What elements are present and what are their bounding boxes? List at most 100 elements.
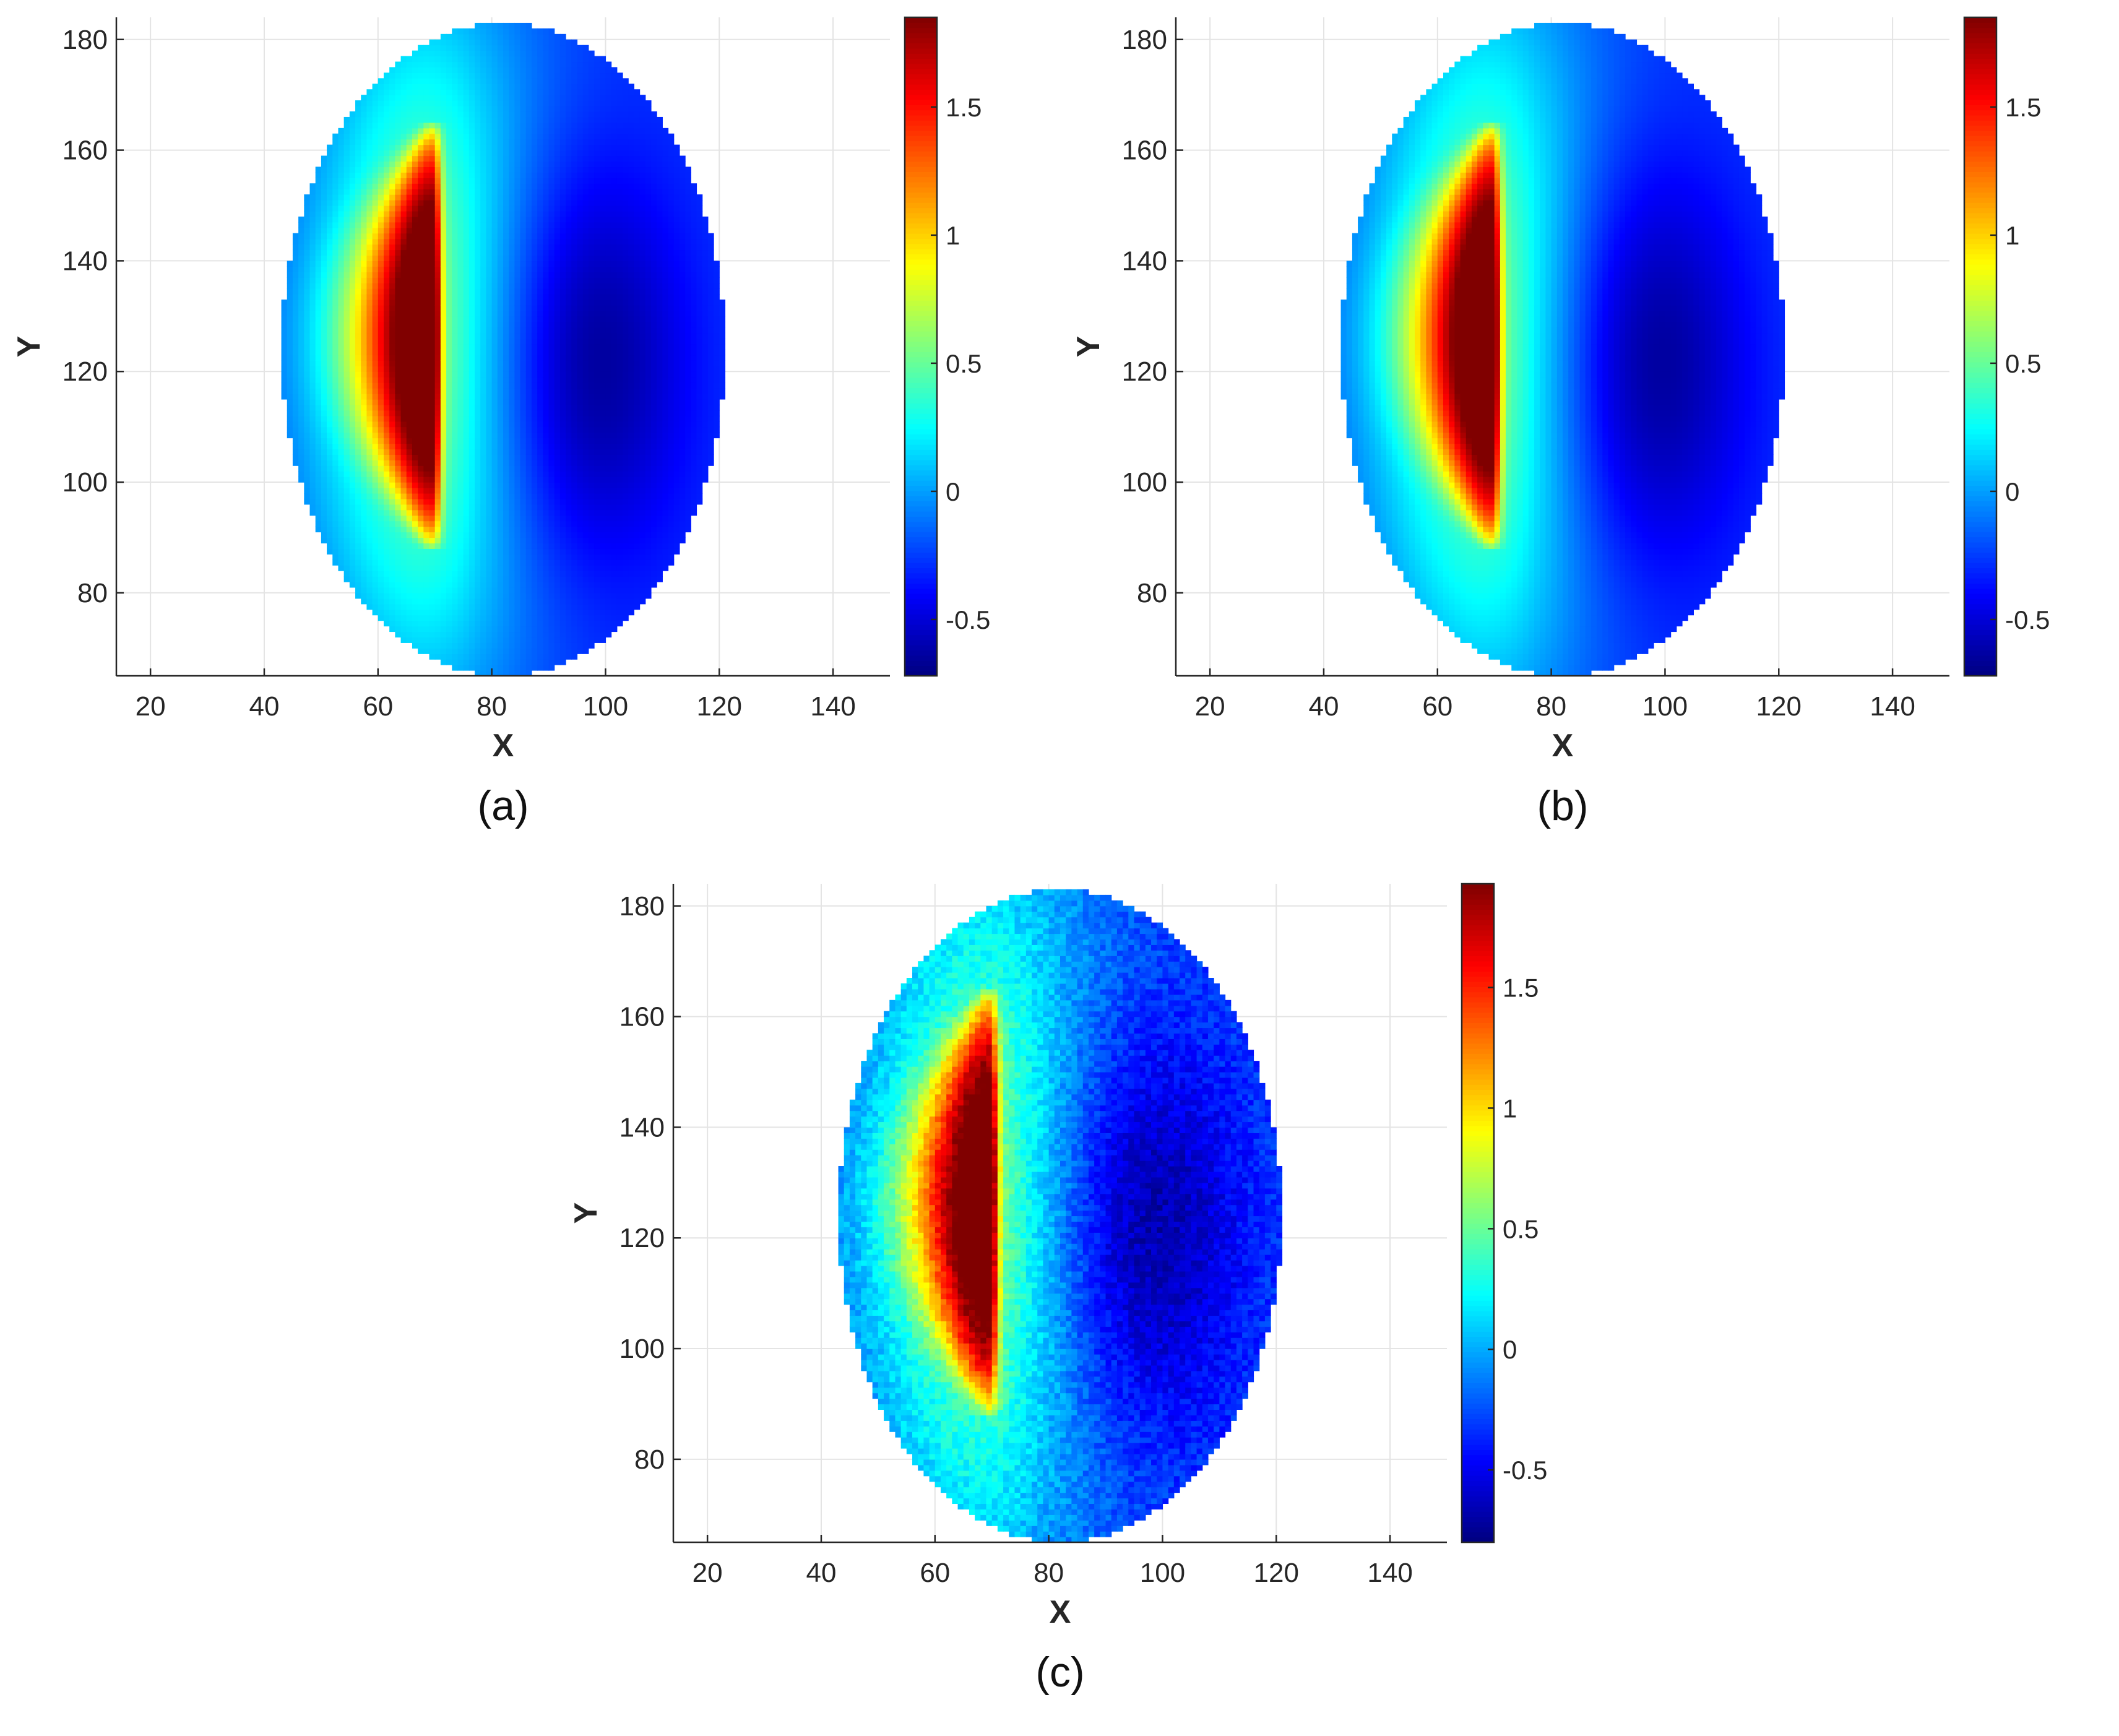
heatmap-cell — [378, 465, 384, 472]
heatmap-cell — [361, 288, 367, 295]
heatmap-cell — [412, 565, 418, 571]
heatmap-cell — [401, 582, 407, 588]
heatmap-cell — [441, 416, 447, 422]
heatmap-cell — [327, 516, 333, 522]
heatmap-cell — [304, 465, 310, 472]
heatmap-cell — [282, 366, 288, 372]
heatmap-cell — [503, 233, 509, 240]
heatmap-cell — [395, 438, 401, 444]
heatmap-cell — [469, 339, 475, 345]
heatmap-cell — [509, 183, 515, 189]
heatmap-cell — [469, 200, 475, 206]
heatmap-cell — [555, 593, 561, 599]
heatmap-cell — [429, 189, 436, 195]
heatmap-cell — [446, 410, 452, 417]
heatmap-cell — [332, 228, 339, 234]
heatmap-cell — [526, 189, 532, 195]
heatmap-cell — [338, 559, 344, 566]
heatmap-cell — [452, 78, 458, 84]
heatmap-cell — [464, 194, 470, 201]
heatmap-cell — [338, 516, 344, 522]
heatmap-cell — [401, 145, 407, 151]
heatmap-cell — [509, 200, 515, 206]
heatmap-cell — [486, 659, 492, 665]
heatmap-cell — [350, 244, 356, 251]
heatmap-cell — [549, 111, 555, 118]
heatmap-cell — [509, 493, 515, 499]
heatmap-cell — [549, 382, 555, 389]
heatmap-cell — [293, 250, 299, 256]
heatmap-cell — [452, 288, 458, 295]
heatmap-cell — [514, 460, 520, 466]
heatmap-cell — [423, 134, 429, 140]
heatmap-cell — [293, 294, 299, 300]
heatmap-cell — [412, 554, 418, 560]
heatmap-cell — [332, 521, 339, 527]
heatmap-cell — [520, 145, 527, 151]
heatmap-cell — [543, 205, 549, 212]
heatmap-cell — [384, 587, 390, 594]
heatmap-cell — [361, 244, 367, 251]
heatmap-cell — [566, 582, 572, 588]
heatmap-cell — [418, 255, 424, 261]
heatmap-cell — [350, 239, 356, 245]
heatmap-cell — [520, 504, 527, 511]
heatmap-cell — [384, 333, 390, 339]
heatmap-cell — [464, 322, 470, 328]
heatmap-cell — [543, 543, 549, 549]
heatmap-cell — [344, 200, 350, 206]
heatmap-cell — [418, 100, 424, 106]
heatmap-cell — [475, 366, 481, 372]
heatmap-cell — [407, 587, 413, 594]
heatmap-cell — [464, 421, 470, 428]
heatmap-cell — [389, 499, 395, 505]
heatmap-cell — [389, 95, 395, 101]
heatmap-cell — [423, 554, 429, 560]
heatmap-cell — [498, 62, 504, 68]
heatmap-cell — [486, 576, 492, 582]
heatmap-cell — [389, 576, 395, 582]
heatmap-cell — [446, 654, 452, 660]
heatmap-cell — [429, 382, 436, 389]
heatmap-cell — [418, 642, 424, 649]
heatmap-cell — [366, 255, 373, 261]
heatmap-cell — [350, 499, 356, 505]
heatmap-cell — [486, 516, 492, 522]
heatmap-cell — [475, 659, 481, 665]
heatmap-cell — [327, 454, 333, 460]
heatmap-cell — [412, 150, 418, 157]
heatmap-cell — [514, 322, 520, 328]
heatmap-cell — [549, 327, 555, 334]
heatmap-cell — [366, 123, 373, 129]
heatmap-cell — [321, 233, 327, 240]
heatmap-cell — [498, 587, 504, 594]
heatmap-cell — [514, 405, 520, 411]
heatmap-cell — [480, 266, 486, 272]
heatmap-cell — [304, 211, 310, 217]
heatmap-cell — [378, 537, 384, 543]
heatmap-cell — [378, 211, 384, 217]
heatmap-cell — [407, 67, 413, 73]
heatmap-cell — [560, 40, 566, 46]
heatmap-cell — [560, 593, 566, 599]
heatmap-cell — [498, 355, 504, 361]
heatmap-cell — [304, 244, 310, 251]
heatmap-cell — [355, 134, 361, 140]
heatmap-cell — [475, 465, 481, 472]
heatmap-cell — [509, 327, 515, 334]
heatmap-cell — [366, 228, 373, 234]
heatmap-cell — [429, 78, 436, 84]
heatmap-cell — [480, 416, 486, 422]
heatmap-cell — [555, 333, 561, 339]
heatmap-cell — [389, 394, 395, 400]
heatmap-cell — [498, 465, 504, 472]
heatmap-cell — [537, 355, 543, 361]
heatmap-cell — [475, 211, 481, 217]
heatmap-cell — [441, 139, 447, 145]
heatmap-cell — [423, 178, 429, 184]
heatmap-cell — [486, 23, 492, 29]
heatmap-cell — [373, 84, 379, 90]
heatmap-cell — [395, 527, 401, 533]
heatmap-cell — [282, 316, 288, 322]
heatmap-cell — [526, 493, 532, 499]
